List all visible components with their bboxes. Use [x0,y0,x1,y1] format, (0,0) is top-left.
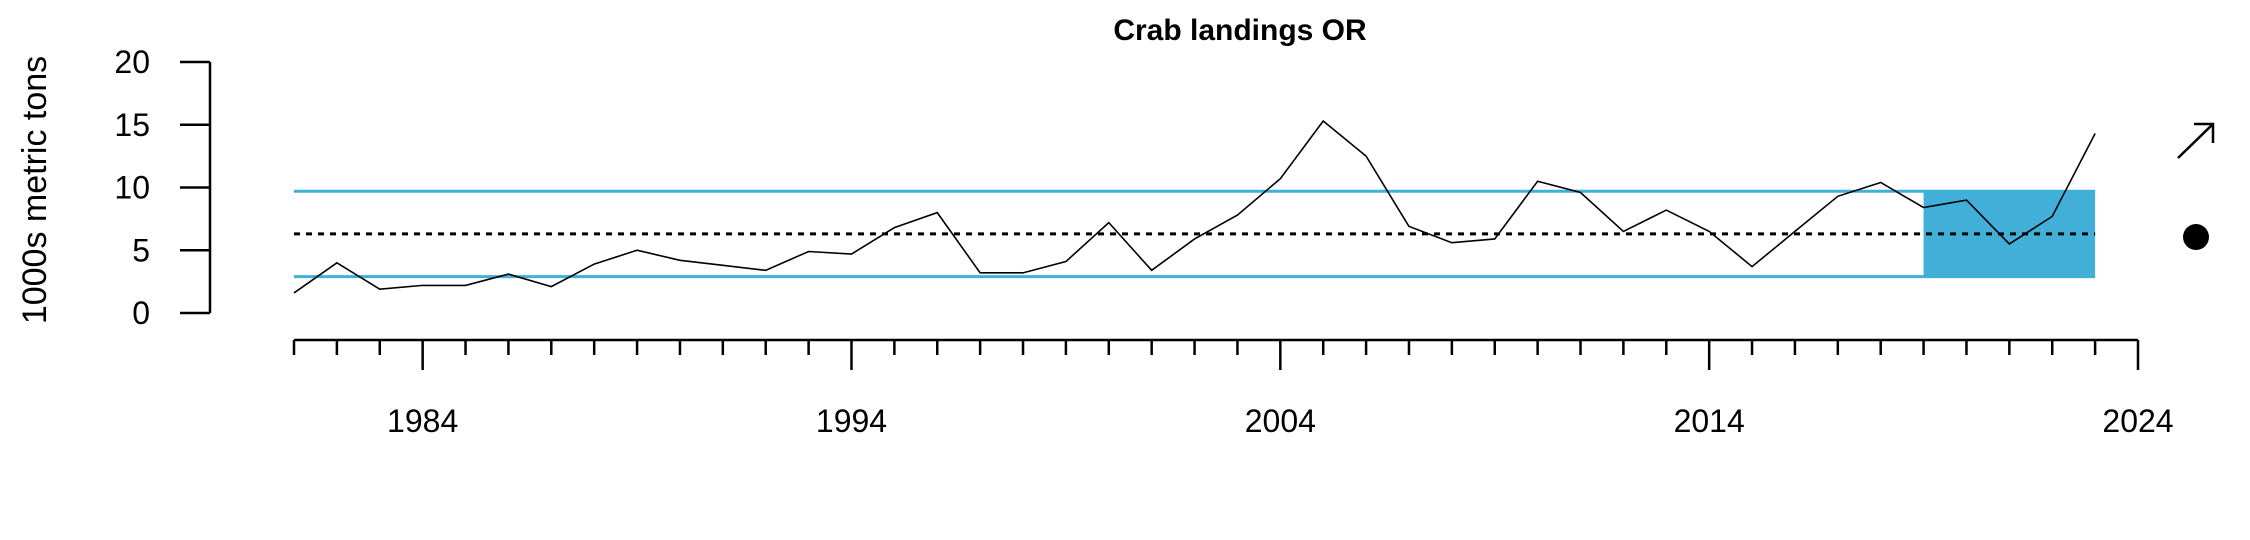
y-tick-label: 10 [114,170,150,206]
y-tick-label: 15 [114,107,150,143]
y-tick-label: 20 [114,44,150,80]
x-tick-label: 2024 [2102,403,2173,439]
x-tick-label: 2004 [1245,403,1316,439]
x-tick-label: 2014 [1674,403,1745,439]
recent-window-band [1923,191,2096,277]
chart-title: Crab landings OR [1113,14,1367,47]
y-tick-label: 5 [132,232,150,268]
x-axis: 1984 1994 2004 2014 2024 [292,338,2174,439]
y-axis: 0 5 10 15 20 [114,44,212,331]
trend-arrow-icon [2177,122,2215,159]
x-tick-label: 1984 [387,403,458,439]
y-axis-label: 1000s metric tons [16,56,54,324]
x-tick-label: 1994 [816,403,887,439]
series-line [293,119,2096,294]
y-tick-label: 0 [132,295,150,331]
mean-indicator-dot [2183,224,2209,250]
